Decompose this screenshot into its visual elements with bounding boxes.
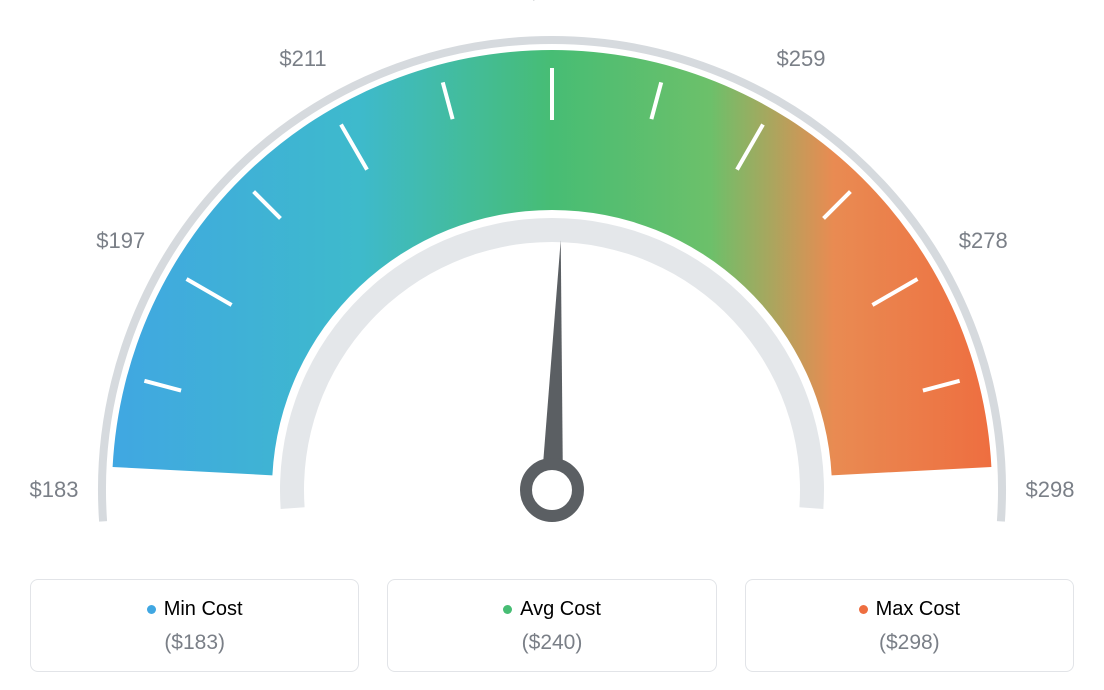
legend-value-max: ($298) xyxy=(756,631,1063,655)
legend-value-min: ($183) xyxy=(41,631,348,655)
legend-dot-avg xyxy=(503,605,512,614)
gauge-tick-label: $197 xyxy=(96,228,145,254)
legend-label-max: Max Cost xyxy=(876,598,960,621)
legend-value-avg: ($240) xyxy=(398,631,705,655)
legend-dot-max xyxy=(859,605,868,614)
legend-title-avg: Avg Cost xyxy=(503,598,601,621)
legend-card-max: Max Cost ($298) xyxy=(745,579,1074,672)
gauge-tick-label: $259 xyxy=(777,46,826,72)
legend-label-avg: Avg Cost xyxy=(520,598,601,621)
gauge-tick-label: $211 xyxy=(279,46,326,72)
gauge-tick-label: $278 xyxy=(959,228,1008,254)
gauge-tick-label: $240 xyxy=(528,0,577,5)
gauge-container: $183 $197 $211 $240 $259 $278 $298 xyxy=(0,0,1104,560)
legend-card-avg: Avg Cost ($240) xyxy=(387,579,716,672)
gauge-tick-label: $183 xyxy=(30,477,79,503)
legend-label-min: Min Cost xyxy=(164,598,243,621)
legend-dot-min xyxy=(147,605,156,614)
gauge-svg xyxy=(0,0,1104,560)
legend-title-min: Min Cost xyxy=(147,598,243,621)
legend-card-min: Min Cost ($183) xyxy=(30,579,359,672)
legend-row: Min Cost ($183) Avg Cost ($240) Max Cost… xyxy=(0,579,1104,672)
gauge-tick-label: $298 xyxy=(1026,477,1075,503)
legend-title-max: Max Cost xyxy=(859,598,960,621)
